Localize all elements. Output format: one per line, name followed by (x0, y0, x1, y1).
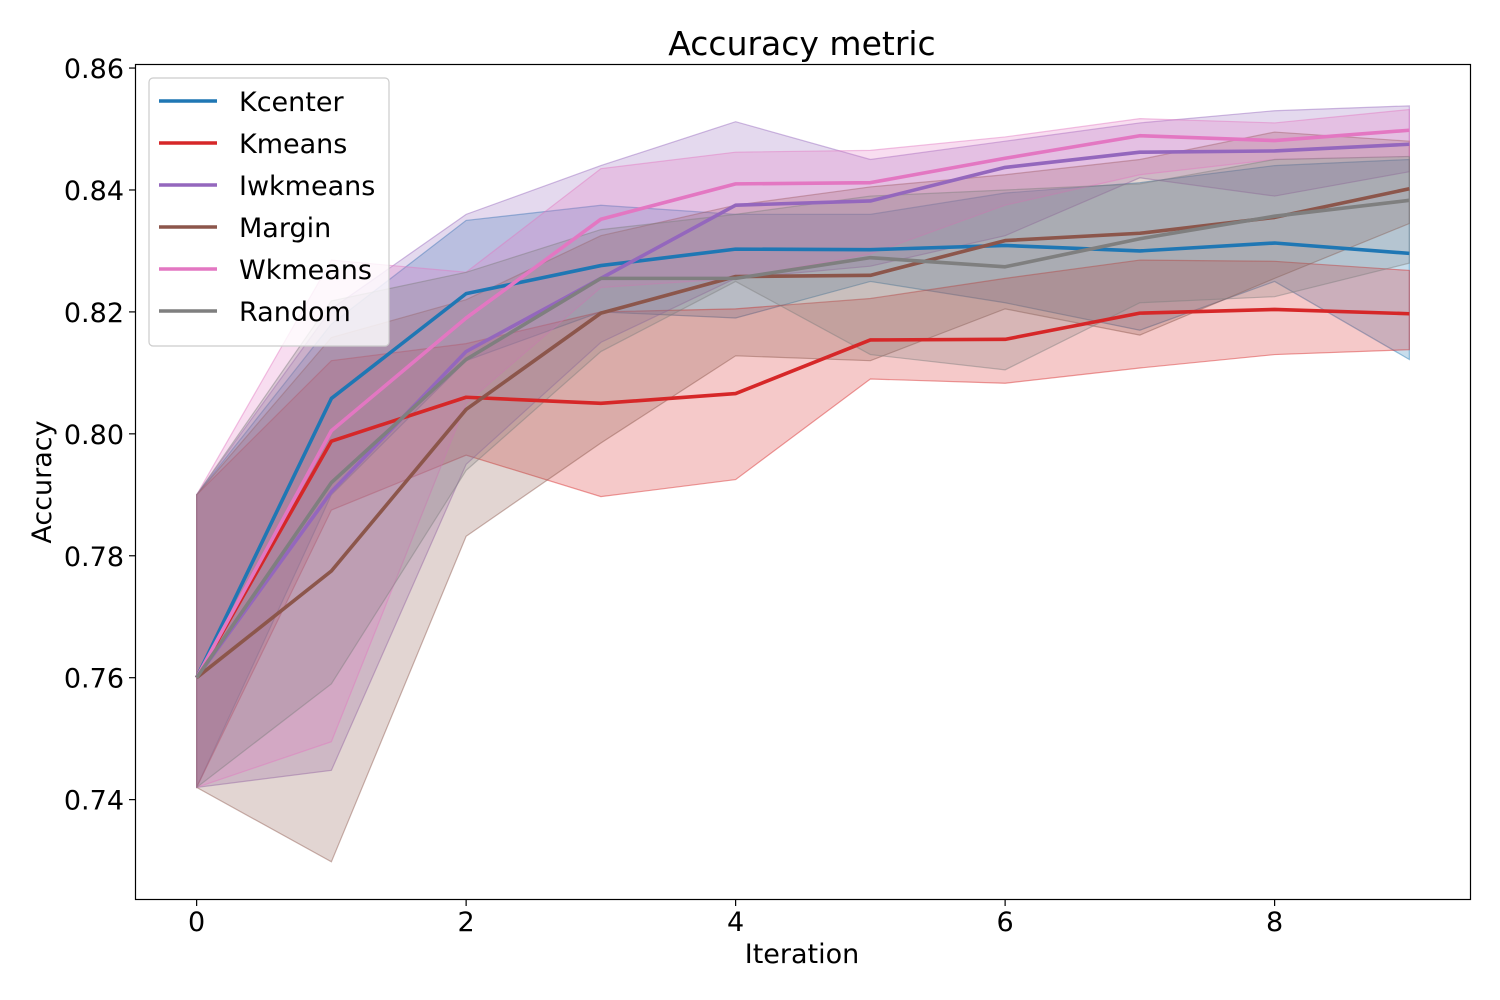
band-random (196, 155, 1410, 789)
band-kmeans (196, 259, 1410, 788)
chart-title: Accuracy metric (668, 24, 935, 63)
x-tick-label: 4 (727, 907, 744, 938)
y-axis: 0.74 0.76 0.78 0.80 0.82 0.84 0.86 (64, 54, 136, 817)
legend-label-margin: Margin (239, 213, 331, 244)
legend-label-kcenter: Kcenter (239, 87, 344, 118)
line-margin (195, 186, 1410, 680)
y-tick-label: 0.78 (64, 542, 124, 573)
y-tick-label: 0.74 (64, 786, 124, 817)
legend-label-iwkmeans: Iwkmeans (239, 171, 375, 202)
legend-box (148, 77, 390, 347)
legend-label-kmeans: Kmeans (239, 129, 347, 160)
y-axis-label: Accuracy (27, 420, 58, 543)
band-wkmeans (196, 108, 1410, 789)
legend: Kcenter Kmeans Iwkmeans Margin Wkmeans Random (148, 77, 390, 347)
x-axis: 0 2 4 6 8 (188, 899, 1283, 938)
plot-frame (134, 63, 1472, 901)
series-lines (195, 128, 1410, 680)
x-tick-label: 0 (188, 907, 205, 938)
line-kcenter (195, 241, 1410, 679)
y-tick-label: 0.76 (64, 664, 124, 695)
band-margin (196, 131, 1410, 863)
band-iwkmeans (196, 105, 1410, 789)
y-tick-label: 0.86 (64, 54, 124, 85)
y-tick-label: 0.82 (64, 298, 124, 329)
x-tick-label: 2 (458, 907, 475, 938)
x-axis-label: Iteration (745, 939, 860, 970)
x-tick-label: 6 (997, 907, 1014, 938)
y-tick-label: 0.80 (64, 420, 124, 451)
legend-label-random: Random (239, 297, 351, 328)
x-tick-label: 8 (1266, 907, 1283, 938)
line-random (195, 198, 1410, 679)
legend-label-wkmeans: Wkmeans (239, 255, 372, 286)
line-wkmeans (195, 128, 1410, 679)
y-tick-label: 0.84 (64, 176, 124, 207)
confidence-bands (196, 105, 1410, 863)
